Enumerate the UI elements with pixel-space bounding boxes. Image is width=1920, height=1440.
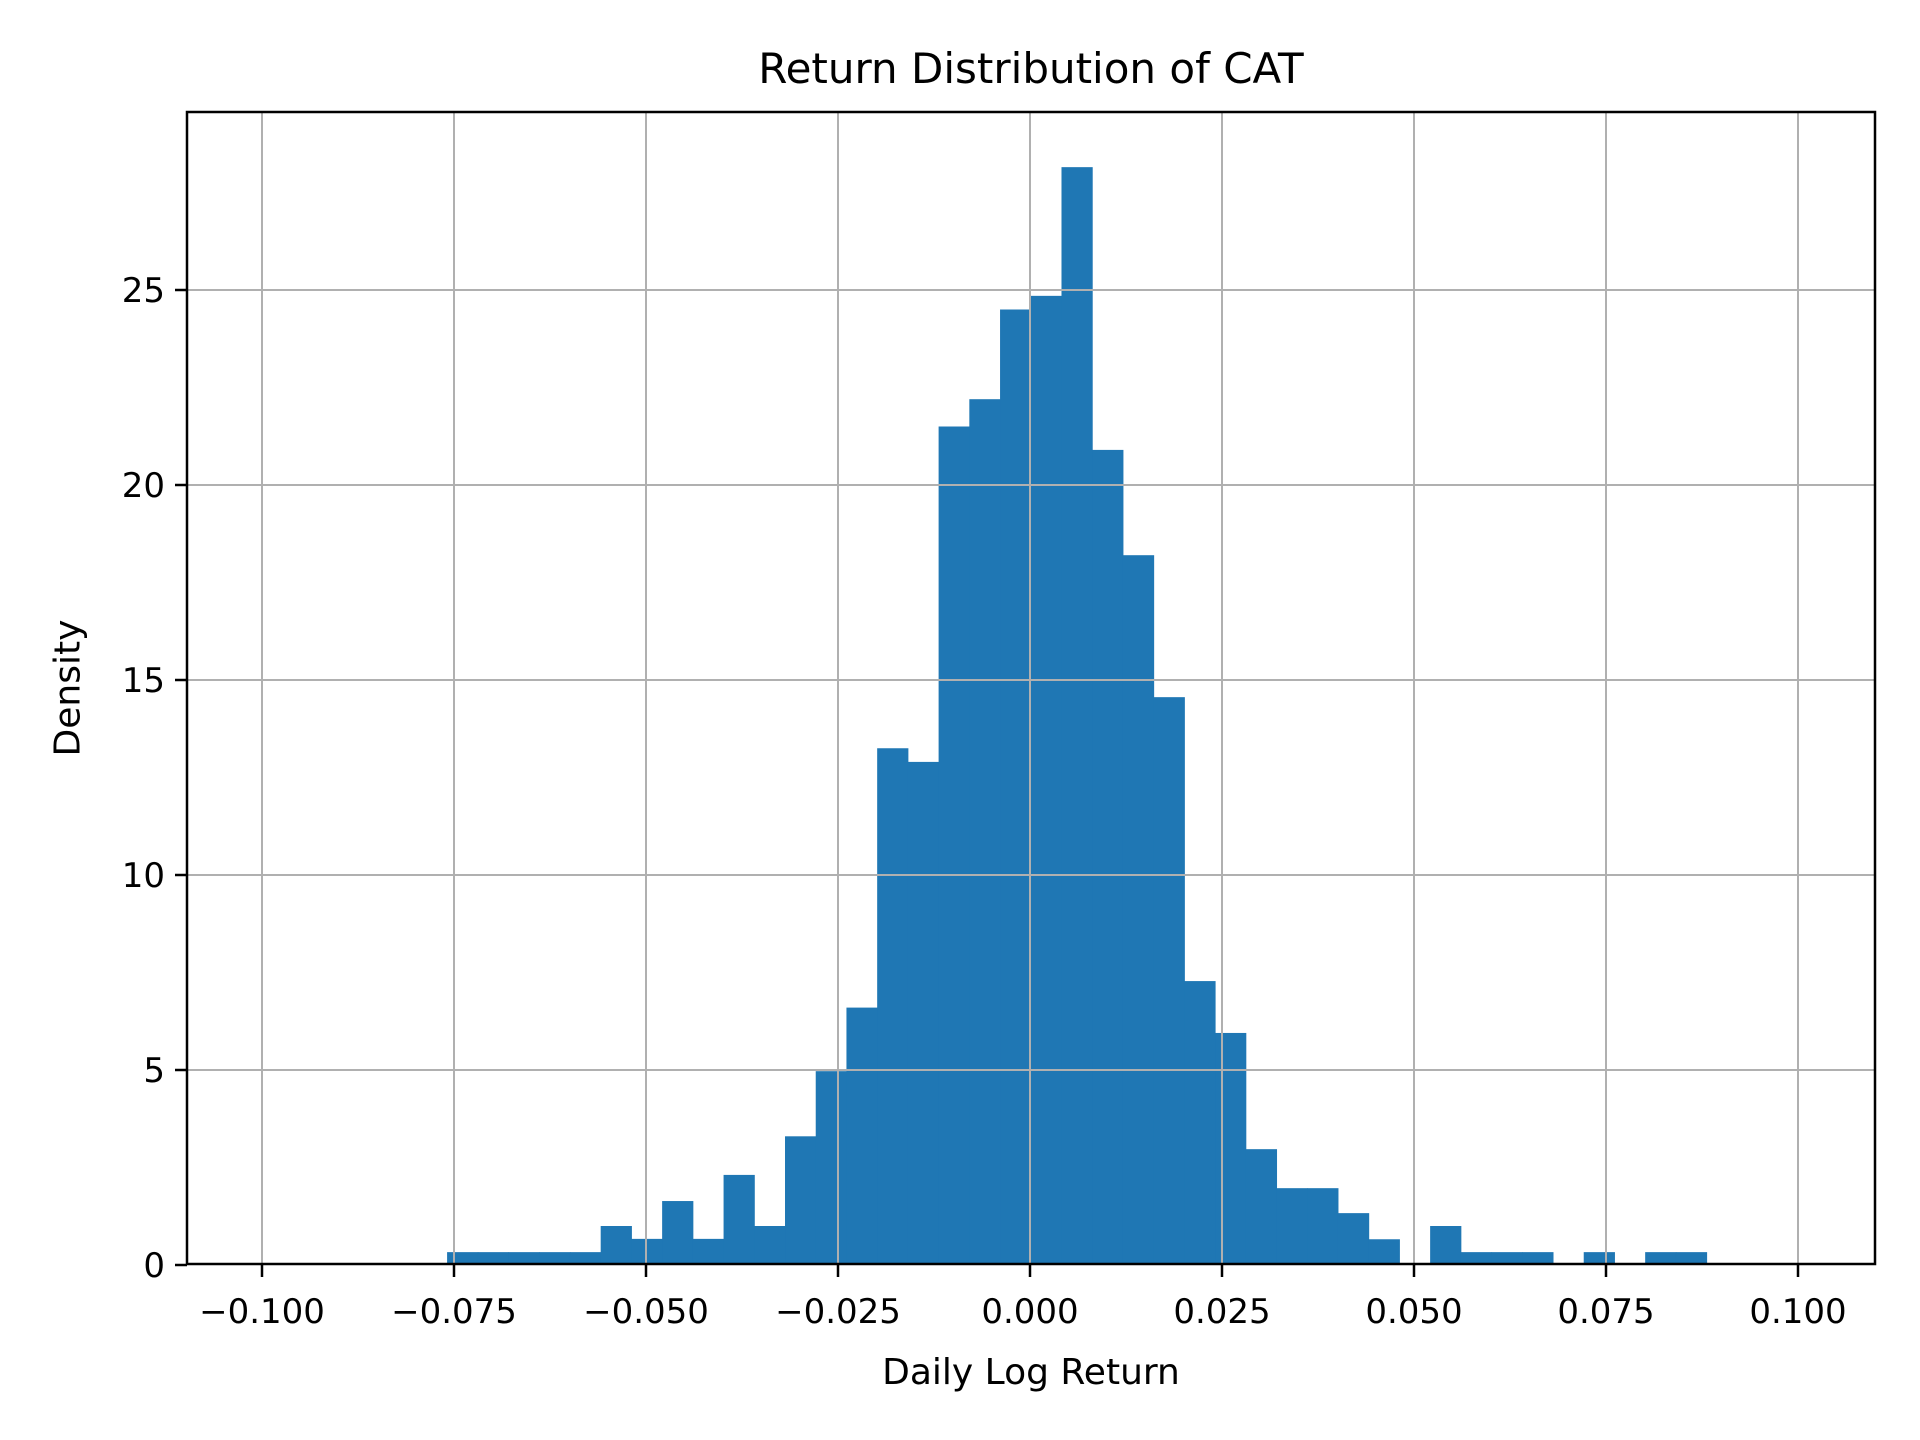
histogram-bar xyxy=(477,1252,510,1265)
histogram-bar xyxy=(1368,1239,1400,1265)
histogram-bar xyxy=(569,1252,602,1265)
x-axis-label: Daily Log Return xyxy=(882,1352,1180,1393)
histogram-bar xyxy=(1276,1188,1308,1265)
histogram-bar xyxy=(1491,1252,1523,1265)
y-tick-label: 10 xyxy=(122,856,165,896)
histogram-bar xyxy=(723,1174,755,1265)
histogram-bar xyxy=(1430,1226,1462,1265)
axis-ticks: −0.100 −0.075 −0.050 −0.025 0.000 0.025 0.050 0… xyxy=(122,271,1847,1332)
histogram-bar xyxy=(1122,555,1155,1265)
histogram-bar xyxy=(1583,1252,1615,1265)
x-tick-label: −0.075 xyxy=(391,1292,517,1332)
y-tick-label: 25 xyxy=(122,271,165,311)
histogram-bar xyxy=(1307,1188,1339,1265)
x-tick-label: 0.050 xyxy=(1365,1292,1462,1332)
histogram-bar xyxy=(815,1071,847,1265)
histogram-bar xyxy=(1522,1252,1554,1265)
x-tick-label: −0.025 xyxy=(775,1292,901,1332)
histogram-bar xyxy=(631,1238,663,1265)
histogram-bar xyxy=(907,761,940,1265)
histogram-bar xyxy=(1245,1149,1278,1265)
x-tick-label: 0.100 xyxy=(1749,1292,1846,1332)
histogram-bar xyxy=(1337,1213,1370,1265)
histogram-bar xyxy=(1153,697,1185,1265)
histogram-bar xyxy=(692,1238,725,1265)
histogram-bar xyxy=(508,1252,540,1265)
y-axis-label: Density xyxy=(47,619,89,757)
histogram-bar xyxy=(539,1252,571,1265)
y-tick-label: 5 xyxy=(143,1051,165,1091)
histogram-bars xyxy=(447,167,1708,1266)
histogram-bar xyxy=(754,1226,786,1265)
y-tick-label: 20 xyxy=(122,466,165,506)
y-tick-label: 0 xyxy=(143,1246,165,1286)
histogram-bar xyxy=(600,1226,632,1265)
histogram-bar xyxy=(1460,1252,1493,1265)
y-tick-label: 15 xyxy=(122,661,165,701)
x-tick-label: 0.025 xyxy=(1173,1292,1270,1332)
histogram-bar xyxy=(1061,167,1093,1265)
histogram-bar xyxy=(785,1136,817,1265)
histogram-bar xyxy=(662,1201,694,1265)
x-tick-label: 0.075 xyxy=(1557,1292,1654,1332)
chart-title: Return Distribution of CAT xyxy=(758,44,1304,93)
histogram-bar xyxy=(969,399,1001,1265)
histogram-bar xyxy=(1030,295,1062,1266)
histogram-bar xyxy=(1092,449,1124,1265)
plot-frame xyxy=(185,110,1877,1266)
histogram-bar xyxy=(1184,981,1216,1265)
grid-lines xyxy=(187,112,1875,1265)
x-tick-label: −0.050 xyxy=(583,1292,709,1332)
x-tick-label: −0.100 xyxy=(199,1292,325,1332)
histogram-bar xyxy=(938,426,970,1265)
histogram-bar xyxy=(1645,1252,1677,1265)
histogram-bar xyxy=(1675,1252,1708,1265)
histogram-bar xyxy=(846,1007,878,1265)
histogram-bar xyxy=(877,748,909,1265)
histogram-bar xyxy=(1000,309,1032,1265)
x-tick-label: 0.000 xyxy=(981,1292,1078,1332)
histogram-bar xyxy=(1215,1032,1247,1265)
